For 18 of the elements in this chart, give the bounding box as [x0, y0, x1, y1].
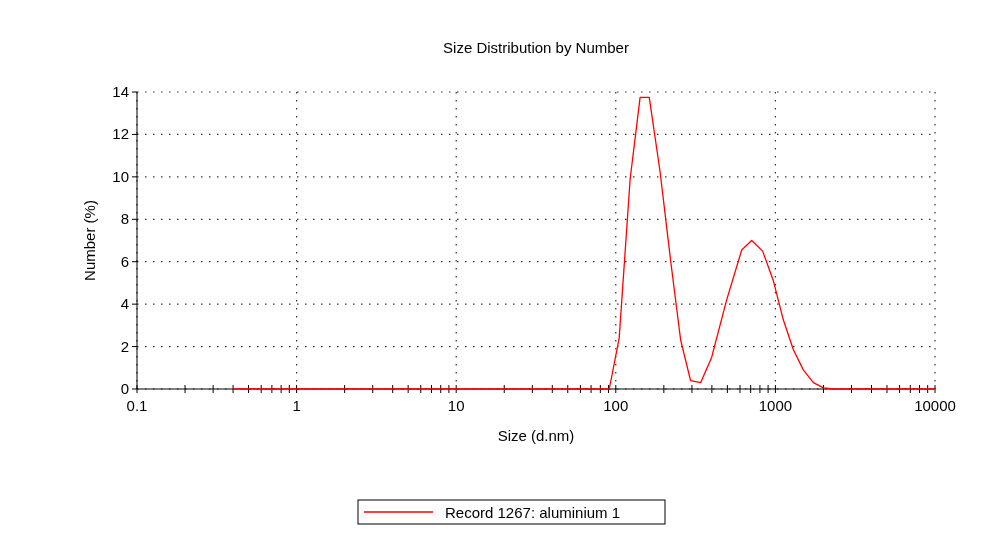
y-tick-label: 6 [120, 252, 129, 270]
y-tick-label: 0 [120, 380, 129, 397]
x-tick-label: 10 [447, 397, 465, 414]
y-tick-label: 10 [112, 167, 129, 185]
y-tick-label: 14 [112, 83, 129, 100]
x-tick-label: 10000 [914, 397, 956, 414]
y-tick-label: 12 [112, 125, 129, 143]
x-tick-label: 100 [603, 397, 629, 414]
y-tick-label: 4 [120, 295, 129, 313]
y-tick-label: 2 [120, 337, 129, 355]
x-tick-label: 0.1 [126, 397, 148, 414]
x-axis-title: Size (d.nm) [497, 427, 575, 444]
y-axis-title: Number (%) [81, 200, 98, 281]
legend-label: Record 1267: aluminium 1 [445, 504, 621, 521]
chart-title: Size Distribution by Number [443, 39, 629, 56]
x-tick-label: 1 [292, 397, 301, 414]
x-tick-label: 1000 [758, 397, 793, 414]
y-tick-label: 8 [120, 210, 129, 228]
